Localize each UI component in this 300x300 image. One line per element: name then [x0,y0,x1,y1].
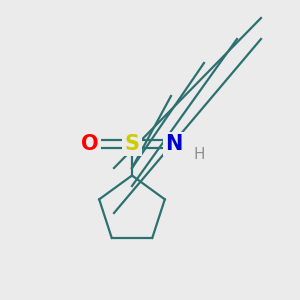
Text: H: H [194,147,205,162]
Text: O: O [81,134,99,154]
Text: S: S [124,134,140,154]
Text: N: N [165,134,183,154]
